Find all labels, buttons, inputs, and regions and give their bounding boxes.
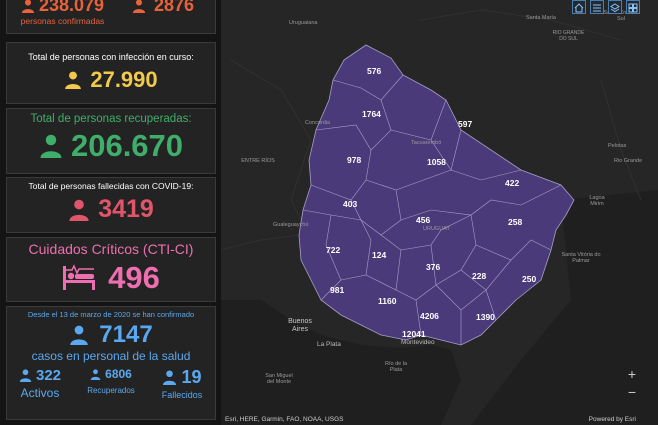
map-basemap (221, 9, 658, 425)
health-deceased-value: 19 (181, 367, 202, 387)
stats-sidebar: 238.079 personas confirmadas 2876 Total … (0, 0, 221, 425)
department-count: 722 (326, 245, 341, 255)
person-icon (90, 368, 101, 380)
map-label: Río de la Plata (384, 361, 407, 373)
department-count: 1160 (378, 296, 397, 306)
map-label: URUGUAY (423, 226, 451, 232)
map-label: Buenos Aires (288, 318, 312, 333)
department-count: 978 (347, 155, 362, 165)
powered-by-esri[interactable]: Powered by Esri (588, 416, 636, 423)
health-staff-label: Desde el 13 de marzo de 2020 se han conf… (27, 310, 195, 319)
recovered-value: 206.670 (70, 128, 184, 163)
health-active-label: Activos (20, 386, 60, 400)
icu-card: Cuidados Críticos (CTI-CI) 496 (6, 237, 216, 302)
deceased-value: 3419 (98, 195, 154, 223)
confirmed-secondary-value: 2876 (154, 0, 195, 15)
health-active-stat: 322 Activos (10, 367, 70, 400)
home-icon (574, 3, 584, 13)
health-deceased-label: Fallecidos (161, 390, 203, 400)
uruguay-region[interactable] (298, 44, 575, 346)
health-staff-sublabel: casos en personal de la salud (31, 349, 191, 363)
map-view[interactable]: Uruguaiana Santa María Santa Cruz do Sul… (221, 0, 658, 425)
department-count: 1058 (427, 157, 446, 167)
health-staff-card: Desde el 13 de marzo de 2020 se han conf… (6, 306, 216, 420)
health-recovered-value: 6806 (105, 367, 132, 381)
map-label: Gualeguaychú (273, 222, 309, 228)
department-count: 422 (505, 178, 520, 188)
department-count: 1390 (476, 312, 495, 322)
department-borders (302, 74, 562, 345)
map-label: Montevideo (401, 339, 435, 346)
active-card: Total de personas con infección en curso… (6, 42, 216, 104)
person-icon (21, 0, 35, 13)
person-icon (69, 199, 89, 221)
list-button[interactable] (590, 0, 604, 14)
health-deceased-stat: 19 Fallecidos (152, 367, 212, 400)
person-icon (19, 369, 32, 382)
map-label: San Miguel del Monte (265, 373, 293, 385)
confirmed-label: personas confirmadas (20, 16, 105, 26)
hospital-bed-icon (63, 264, 96, 290)
layers-icon (610, 3, 620, 13)
basemap-button[interactable] (626, 0, 640, 14)
confirmed-card: 238.079 personas confirmadas 2876 (6, 0, 216, 34)
recovered-card: Total de personas recuperadas: 206.670 (6, 108, 216, 174)
department-count: 228 (472, 271, 487, 281)
department-count: 456 (416, 215, 431, 225)
map-label: Pelotas (608, 143, 627, 149)
map-label: Santa María (526, 15, 556, 21)
map-label: Tacuarembó (411, 140, 442, 146)
active-label: Total de personas con infección en curso… (28, 52, 194, 62)
deceased-card: Total de personas fallecidas con COVID-1… (6, 177, 216, 233)
map-label: Rio Grande (614, 158, 643, 164)
map-label: La Plata (317, 341, 341, 348)
health-recovered-stat: 6806 Recuperados (76, 367, 146, 400)
department-count: 12041 (402, 329, 426, 339)
map-label: Uruguaiana (289, 20, 318, 26)
map-label: RIO GRANDE DO SUL (552, 30, 585, 42)
department-count: 981 (330, 285, 345, 295)
confirmed-value: 238.079 (38, 0, 105, 15)
department-count: 4206 (420, 311, 439, 321)
department-count: 597 (458, 119, 473, 129)
map-label: Concordia (305, 120, 331, 126)
department-count: 124 (372, 250, 387, 260)
department-count: 576 (367, 66, 382, 76)
icu-value: 496 (108, 260, 160, 295)
person-icon (65, 71, 82, 89)
department-count: 403 (343, 199, 358, 209)
department-count: 376 (426, 262, 441, 272)
layers-button[interactable] (608, 0, 622, 14)
icu-label: Cuidados Críticos (CTI-CI) (28, 241, 194, 257)
department-count: 258 (508, 217, 523, 227)
map-label: Santa Vitória do Palmar (561, 252, 601, 264)
deceased-label: Total de personas fallecidas con COVID-1… (28, 181, 194, 191)
person-icon (70, 325, 89, 345)
home-button[interactable] (572, 0, 586, 14)
health-active-value: 322 (35, 367, 62, 384)
health-recovered-label: Recuperados (87, 386, 135, 395)
recovered-label: Total de personas recuperadas: (30, 113, 192, 125)
person-icon (40, 134, 62, 158)
health-staff-value: 7147 (99, 321, 153, 348)
grid-icon (628, 3, 638, 13)
department-count: 1764 (362, 109, 381, 119)
zoom-in-button[interactable]: + (627, 366, 637, 382)
list-icon (593, 4, 601, 12)
map-label: ENTRE RÍOS (241, 158, 275, 164)
map-label: Lagoa Mirim (589, 195, 605, 207)
map-attribution: Esri, HERE, Garmin, FAO, NOAA, USGS (225, 416, 344, 423)
department-count: 250 (522, 274, 537, 284)
person-icon (163, 370, 177, 385)
active-value: 27.990 (90, 67, 158, 92)
person-icon (132, 0, 146, 13)
zoom-out-button[interactable]: − (627, 384, 637, 400)
